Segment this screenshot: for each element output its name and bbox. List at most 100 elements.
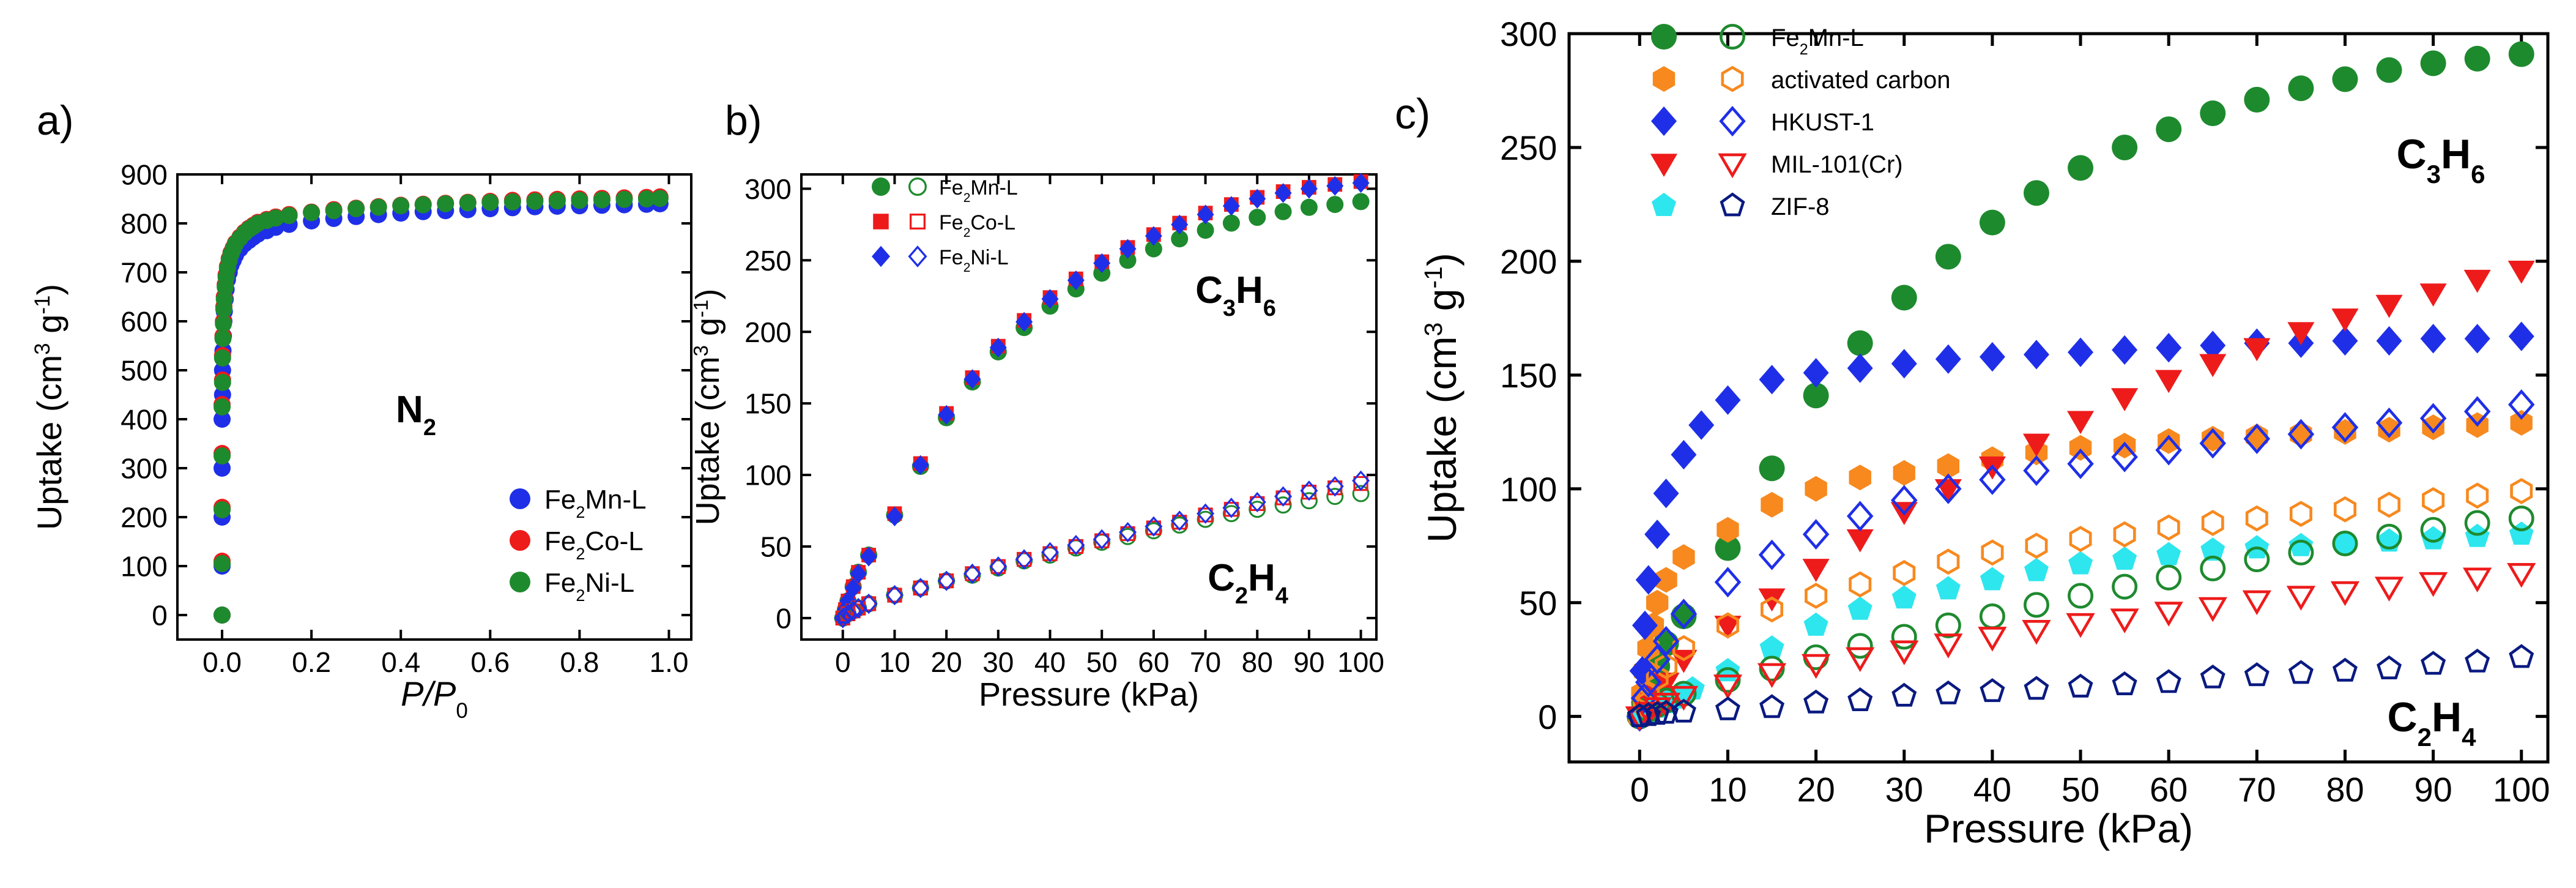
data-point	[213, 374, 231, 391]
data-point	[2112, 547, 2137, 570]
data-point	[2508, 321, 2534, 351]
x-tick-label: 10	[879, 646, 910, 678]
data-point	[1222, 214, 1240, 232]
data-point	[1936, 680, 1961, 704]
data-point	[1627, 703, 1652, 728]
series-fe2mn-l	[213, 195, 669, 624]
x-tick-label: 100	[1337, 646, 1384, 678]
data-point	[1015, 312, 1033, 332]
data-point	[886, 506, 904, 526]
series-fe2ni-l	[213, 190, 669, 624]
x-tick-label: 80	[1242, 646, 1273, 678]
x-tick-label: 60	[2150, 770, 2188, 808]
x-tick-label: 0.4	[381, 646, 420, 678]
data-point	[1300, 480, 1318, 501]
data-point	[2463, 567, 2492, 592]
data-point	[2289, 501, 2312, 527]
data-point	[2068, 155, 2094, 181]
legend-label: Fe2Ni-L	[939, 246, 1009, 275]
data-point	[1222, 196, 1240, 216]
y-tick-label: 300	[744, 173, 792, 205]
data-point	[2023, 592, 2049, 618]
data-point	[1249, 188, 1266, 209]
data-point	[280, 207, 298, 225]
plot-frame	[1567, 32, 2550, 764]
data-point	[1326, 476, 1344, 497]
data-point	[1979, 603, 2005, 629]
data-point	[2111, 441, 2138, 472]
data-point	[2110, 608, 2139, 633]
legend-marker-filled	[873, 214, 889, 229]
data-point	[1635, 666, 1662, 698]
data-point	[2200, 555, 2226, 581]
data-point	[1849, 571, 1872, 598]
data-point	[1802, 559, 1830, 582]
annotation-c3h6: C3H6	[1195, 269, 1276, 321]
data-point	[1936, 576, 1961, 600]
x-tick-label: 0	[835, 646, 851, 678]
legend-marker-filled	[1652, 193, 1676, 216]
data-point	[1067, 534, 1085, 556]
legend-label: Fe2Co-L	[544, 526, 644, 563]
legend-label: activated carbon	[1771, 67, 1951, 94]
data-point	[267, 209, 284, 227]
y-tick-label: 250	[744, 245, 792, 277]
data-point	[414, 196, 432, 214]
data-point	[2155, 370, 2183, 394]
data-point	[1352, 193, 1370, 211]
data-point	[2243, 338, 2271, 362]
data-point	[637, 190, 655, 207]
data-point	[1326, 176, 1344, 196]
data-point	[2508, 389, 2535, 420]
data-point	[2331, 308, 2359, 332]
y-tick-label: 100	[121, 551, 168, 583]
x-axis-label: Pressure (kPa)	[1924, 806, 2193, 851]
legend-marker-open	[1718, 153, 1747, 179]
series-zif-8-c2h4	[1627, 644, 2534, 728]
data-point	[2068, 583, 2094, 609]
data-point	[325, 202, 343, 220]
data-point	[2375, 294, 2403, 318]
legend-item: Fe2Mn-L	[872, 176, 1018, 205]
data-point	[1644, 701, 1670, 725]
data-point	[1980, 567, 2005, 591]
data-point	[1644, 519, 1671, 550]
panel-b: 0 10 20 30 40 50 60 70 80 90 100 0 50 100 150 200 250 300…	[689, 97, 1384, 713]
data-point	[2199, 428, 2227, 459]
data-point	[1802, 519, 1830, 550]
data-point	[1759, 365, 1785, 395]
legend-marker-filled	[1652, 66, 1676, 92]
data-point	[1847, 687, 1873, 712]
data-point	[2155, 435, 2182, 466]
data-point	[2156, 542, 2181, 565]
series-fe2ni-l-c3h6	[834, 173, 1370, 629]
data-point	[1716, 612, 1739, 639]
data-point	[1803, 644, 1829, 670]
legend-item: Fe2Mn-L	[510, 485, 647, 521]
data-point	[911, 579, 929, 597]
y-tick-label: 700	[121, 257, 168, 289]
data-point	[1715, 535, 1741, 561]
data-point	[2332, 657, 2358, 682]
y-tick-label: 300	[121, 453, 168, 485]
data-point	[2508, 41, 2534, 67]
panel-a: 0.0 0.2 0.4 0.6 0.8 1.0 0 100 200 300 400 500 600 700…	[30, 97, 692, 723]
data-point	[2331, 412, 2359, 443]
data-point	[2330, 581, 2360, 606]
data-point	[1170, 510, 1189, 531]
data-point	[2202, 425, 2224, 452]
data-point	[1846, 647, 1875, 673]
annotation-c2h4: C2H4	[1208, 557, 1288, 609]
data-point	[1803, 612, 1828, 636]
data-point	[2200, 100, 2226, 127]
data-point	[989, 556, 1008, 577]
legend-marker	[510, 530, 530, 551]
data-point	[1846, 529, 1874, 553]
legend-label: Fe2Co-L	[939, 211, 1015, 240]
data-point	[2242, 590, 2271, 616]
data-point	[1893, 460, 1915, 486]
data-point	[2332, 326, 2358, 356]
data-point	[2507, 563, 2536, 588]
data-point	[2463, 396, 2491, 427]
